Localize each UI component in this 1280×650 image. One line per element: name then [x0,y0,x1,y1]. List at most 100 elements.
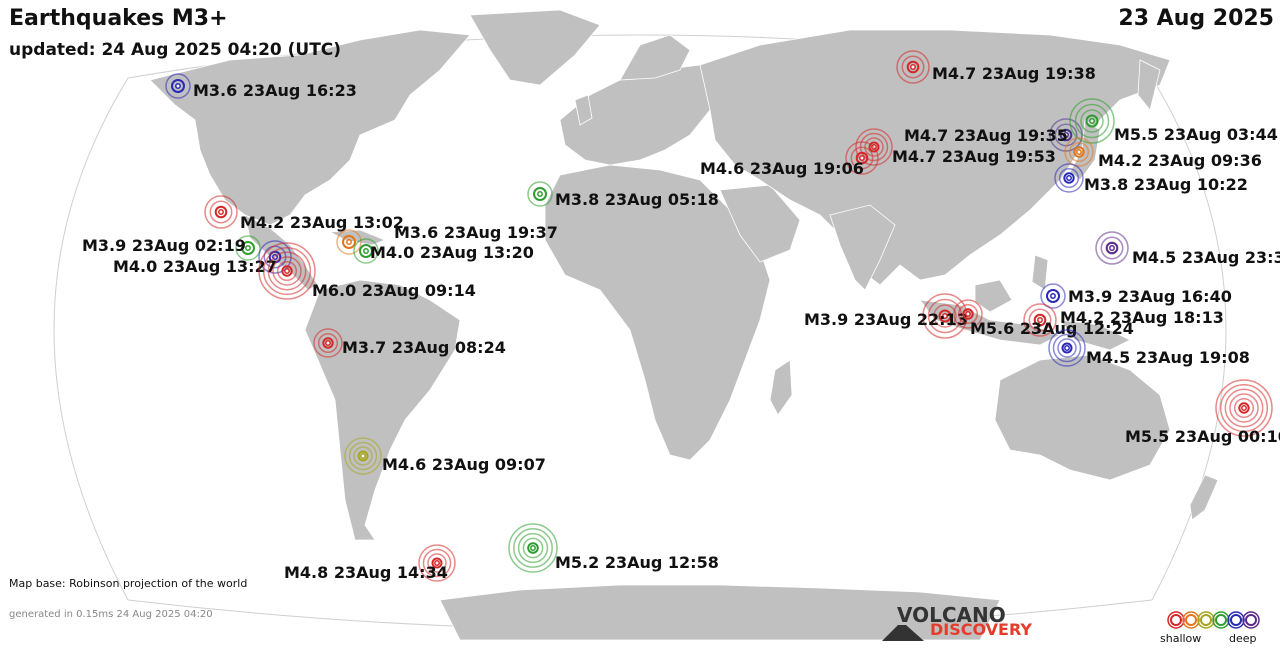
earthquake-marker[interactable]: M3.9 23Aug 02:19 [82,235,261,261]
quake-ring [962,308,974,320]
quake-label: M4.7 23Aug 19:35 [904,126,1068,145]
earthquake-marker[interactable]: M3.8 23Aug 05:18 [527,181,719,209]
quake-ring [357,450,369,462]
quake-ring [276,260,298,282]
earthquake-marker[interactable]: M4.5 23Aug 23:37 [1095,231,1280,267]
quake-label: M5.5 23Aug 03:44 [1114,125,1278,144]
earthquake-marker[interactable]: M4.0 23Aug 13:20 [353,238,534,264]
quake-ring [1054,163,1084,193]
earthquake-marker[interactable]: M4.6 23Aug 09:07 [344,437,546,475]
earthquake-marker[interactable]: M5.5 23Aug 00:10 [1125,379,1280,446]
earthquake-marker[interactable]: M4.8 23Aug 14:34 [284,544,456,582]
quake-ring [855,128,893,166]
land-india [829,204,896,291]
quake-ring [1028,308,1052,332]
quake-epicenter-dot [346,239,352,245]
quake-ring [1064,137,1094,167]
quake-ring [209,200,233,224]
quake-label: M3.9 23Aug 16:40 [1068,287,1232,306]
earthquake-marker[interactable]: M4.5 23Aug 19:08 [1048,329,1250,367]
quake-ring [322,337,334,349]
land-south-america [304,279,461,541]
earthquake-marker[interactable]: M5.6 23Aug 12:24 [970,303,1134,338]
quake-epicenter-dot [859,155,865,161]
quake-ring [171,79,185,93]
quake-ring [336,229,362,255]
legend-depth-ring [1245,614,1257,626]
earthquake-marker[interactable]: M3.9 23Aug 22:13 [804,293,968,339]
land-new-zealand [1189,474,1219,521]
quake-label: M4.7 23Aug 19:38 [932,64,1096,83]
quake-label: M4.2 23Aug 18:13 [1060,308,1224,327]
quake-label: M4.6 23Aug 19:06 [700,159,864,178]
earthquake-marker[interactable]: M3.9 23Aug 16:40 [1040,283,1232,309]
quake-label: M3.6 23Aug 19:37 [394,223,558,242]
land-scandinavia [619,34,691,81]
volcano-discovery-logo[interactable]: VOLCANO DISCOVERY [880,603,1040,643]
earthquake-marker[interactable]: M4.2 23Aug 09:36 [1064,137,1262,170]
earthquake-marker[interactable]: M4.7 23Aug 19:38 [896,50,1096,84]
legend-depth-ring [1167,611,1185,629]
quake-ring [204,195,238,229]
quake-label: M4.0 23Aug 13:20 [370,243,534,262]
quake-label: M5.2 23Aug 12:58 [555,553,719,572]
map-base-note: Map base: Robinson projection of the wor… [9,577,248,590]
quake-ring [313,328,343,358]
quake-label: M3.9 23Aug 22:13 [804,310,968,329]
legend-deep-label: deep [1229,632,1257,645]
quake-ring [1105,241,1119,255]
quake-ring [1061,342,1073,354]
earthquake-marker[interactable]: M5.2 23Aug 12:58 [508,523,719,573]
quake-ring [272,256,302,286]
quake-ring [281,265,293,277]
quake-ring [896,50,930,84]
quake-label: M4.7 23Aug 19:53 [892,147,1056,166]
logo-line-volcano: VOLCANO [897,603,1006,627]
quake-epicenter-dot [175,83,181,89]
quake-ring [165,73,191,99]
quake-ring [1040,283,1066,309]
quake-ring [1057,338,1077,358]
quake-ring [1215,379,1273,437]
land-philippines [1031,254,1049,291]
land-japan [1069,119,1101,181]
quake-ring [427,553,447,573]
quake-ring [344,437,382,475]
earthquake-marker[interactable]: M4.7 23Aug 19:53 [855,128,1056,166]
volcano-logo-icon [882,625,924,641]
quake-epicenter-dot [1050,293,1056,299]
earthquake-marker[interactable]: M4.2 23Aug 13:02 [204,195,404,232]
earthquake-marker[interactable]: M3.6 23Aug 19:37 [336,223,558,255]
land-australia [994,354,1171,481]
earthquake-marker[interactable]: M3.6 23Aug 16:23 [165,73,357,100]
quake-ring [1052,333,1082,363]
quake-ring [1233,397,1255,419]
quake-epicenter-dot [965,311,971,317]
earthquake-marker[interactable]: M3.7 23Aug 08:24 [313,328,506,358]
quake-ring [431,557,443,569]
earthquake-marker[interactable]: M5.5 23Aug 03:44 [1069,98,1278,144]
land-africa [544,164,771,461]
earthquake-marker[interactable]: M4.2 23Aug 18:13 [953,299,1224,329]
quake-label: M4.5 23Aug 23:37 [1132,248,1280,267]
quake-ring [359,244,373,258]
land-greenland [469,9,601,86]
quake-label: M3.6 23Aug 16:23 [193,81,357,100]
quake-ring [906,60,920,74]
quake-epicenter-dot [1241,405,1247,411]
quake-epicenter-dot [942,313,948,319]
quake-ring [517,532,549,564]
earthquake-marker[interactable]: M6.0 23Aug 09:14 [258,242,476,300]
quake-ring [933,304,957,328]
earthquake-marker[interactable]: M4.6 23Aug 19:06 [700,141,879,178]
quake-ring [1074,103,1110,139]
earthquake-marker[interactable]: M3.8 23Aug 10:22 [1054,163,1248,194]
land-masses [149,9,1219,641]
legend-depth-ring [1200,614,1212,626]
quake-ring [1058,167,1080,189]
quake-ring [1059,128,1073,142]
quake-ring [1073,146,1085,158]
land-british-isles [574,94,593,126]
quake-epicenter-dot [910,64,916,70]
